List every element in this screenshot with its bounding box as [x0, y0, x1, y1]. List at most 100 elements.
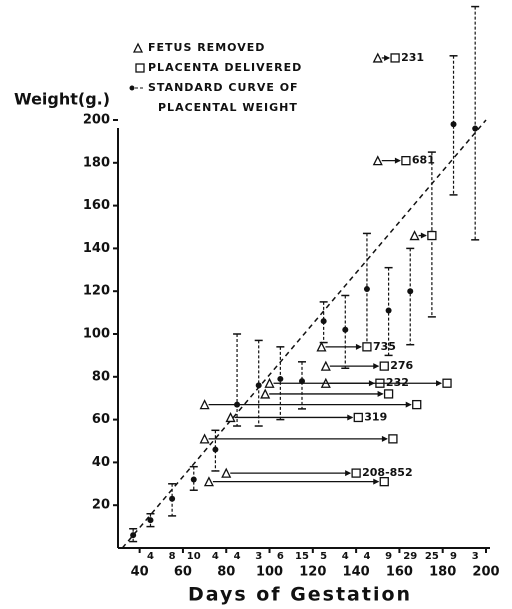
arrow-label: 735 [373, 340, 396, 353]
placenta-delivered [383, 389, 394, 399]
x-tick-label: 100 [256, 565, 283, 580]
arrow-head [377, 390, 384, 397]
y-tick-label: 20 [92, 498, 110, 513]
count-label: 4 [212, 551, 219, 562]
legend-square [135, 63, 145, 73]
placenta-delivered [379, 361, 389, 371]
fetus-removed [199, 399, 210, 410]
legend-triangle [132, 42, 144, 53]
arrow-head [355, 343, 362, 350]
count-label: 4 [363, 551, 370, 562]
mean-point [255, 382, 262, 389]
mean-point [190, 476, 197, 483]
mean-point [385, 307, 392, 314]
x-tick-label: 120 [299, 565, 326, 580]
arrow-head [384, 54, 391, 61]
arrow-label: 681 [412, 154, 435, 167]
fetus-removed [409, 230, 420, 241]
fetus-removed [203, 476, 214, 487]
mean-point [130, 532, 137, 539]
mean-point [363, 286, 370, 293]
placenta-delivered [442, 378, 452, 388]
placenta-delivered [351, 468, 361, 478]
fetus-removed [260, 388, 271, 399]
x-axis-label: Days of Gestation [188, 584, 412, 606]
x-tick-label: 180 [429, 565, 456, 580]
count-label: 25 [425, 551, 439, 562]
mean-point [342, 326, 349, 333]
arrow-label: 319 [364, 410, 387, 423]
x-tick-label: 40 [131, 565, 149, 580]
fetus-removed [372, 155, 383, 166]
placenta-delivered [427, 230, 437, 241]
y-tick-label: 80 [92, 369, 110, 384]
mean-point [320, 318, 327, 325]
arrow-head [373, 363, 380, 370]
fetus-removed [316, 341, 327, 352]
fetus-removed [264, 377, 275, 388]
y-tick-label: 60 [92, 412, 110, 427]
legend-label: PLACENTAL WEIGHT [158, 101, 298, 114]
arrow-head [381, 435, 388, 442]
legend-label: STANDARD CURVE OF [148, 81, 299, 94]
count-label: 9 [385, 551, 392, 562]
y-tick-label: 140 [83, 241, 110, 256]
x-tick-label: 140 [343, 565, 370, 580]
count-label: 9 [450, 551, 457, 562]
y-tick-label: 200 [83, 113, 110, 128]
x-tick-label: 200 [472, 565, 499, 580]
y-tick-label: 160 [83, 198, 110, 213]
placenta-delivered [379, 477, 389, 487]
placenta-delivered [390, 53, 400, 63]
arrow-label: 276 [390, 359, 413, 372]
count-label: 4 [147, 551, 154, 562]
arrow-head [345, 470, 352, 477]
legend-label: FETUS REMOVED [148, 41, 265, 54]
arrow-head [420, 232, 427, 239]
mean-point [169, 495, 176, 502]
standard-curve [121, 119, 487, 549]
x-tick-label: 60 [174, 565, 192, 580]
arrow-head [436, 380, 443, 387]
arrow-head [347, 414, 354, 421]
mean-point [450, 121, 457, 128]
count-label: 10 [187, 551, 201, 562]
fetus-removed [320, 360, 331, 371]
count-label: 4 [342, 551, 349, 562]
count-label: 15 [295, 551, 309, 562]
mean-point [277, 375, 284, 382]
arrow-head [373, 478, 380, 485]
x-tick-label: 80 [217, 565, 235, 580]
placenta-delivered [353, 412, 363, 423]
count-label: 3 [472, 551, 479, 562]
y-tick-label: 120 [83, 284, 110, 299]
arrow-label: 208-852 [362, 466, 413, 479]
y-axis-label: Weight(g.) [14, 90, 110, 109]
placenta-delivered [362, 342, 372, 352]
count-label: 6 [277, 551, 284, 562]
count-label: 29 [403, 551, 417, 562]
fetus-removed [372, 52, 383, 63]
fetus-removed [221, 467, 232, 478]
count-label: 5 [320, 551, 327, 562]
legend-dot [129, 85, 135, 91]
fetus-removed [199, 433, 210, 444]
mean-point [407, 288, 414, 295]
y-tick-label: 100 [83, 327, 110, 342]
arrow-head [394, 157, 401, 164]
y-tick-label: 40 [92, 455, 110, 470]
placenta-delivered [388, 434, 398, 444]
fetus-removed [225, 412, 236, 423]
mean-point [472, 125, 479, 132]
x-tick-label: 160 [386, 565, 413, 580]
count-label: 3 [255, 551, 262, 562]
y-tick-label: 180 [83, 155, 110, 170]
mean-point [147, 517, 154, 524]
arrow-head [405, 401, 412, 408]
legend-label: PLACENTA DELIVERED [148, 61, 302, 74]
count-label: 8 [169, 551, 176, 562]
placenta-delivered [412, 399, 422, 410]
mean-point [212, 446, 219, 453]
arrow-label: 231 [401, 51, 424, 64]
